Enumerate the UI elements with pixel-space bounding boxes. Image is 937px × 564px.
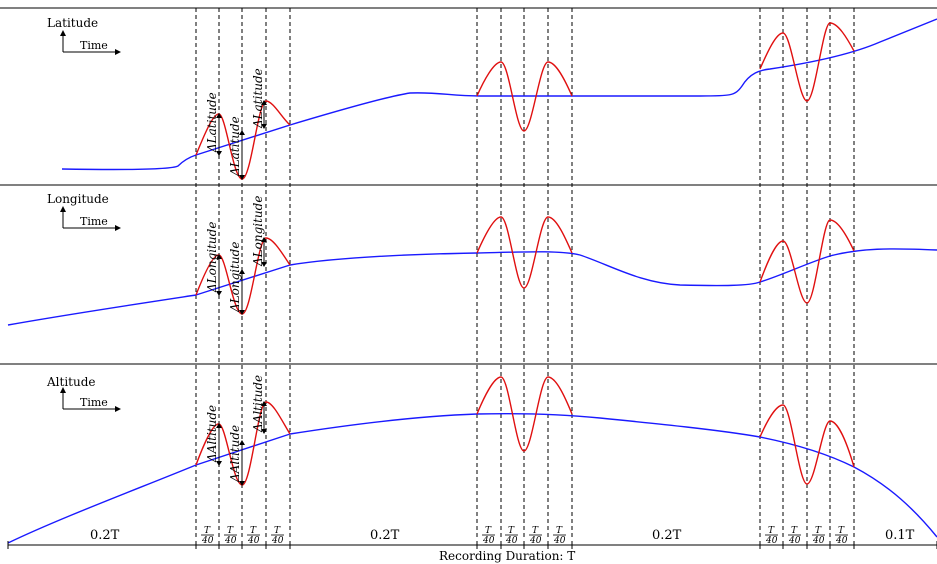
fraction-denominator: 40 — [765, 536, 778, 546]
latitude-delta-markers — [216, 100, 267, 180]
fraction-numerator: T — [485, 526, 492, 536]
fraction-numerator: T — [274, 526, 281, 536]
latitude-perturbation-2 — [476, 61, 573, 132]
fraction-numerator: T — [508, 526, 515, 536]
fraction-denominator: 40 — [505, 536, 518, 546]
altitude-delta-label-1: ΔAltitude — [205, 405, 219, 463]
fraction-labels-group-1: T 40 T 40 T 40 T 40 — [201, 526, 284, 546]
longitude-panel-title: Longitude — [47, 192, 109, 206]
latitude-delta-label-2: ΔLatitude — [228, 116, 242, 177]
latitude-time-label: Time — [80, 39, 108, 52]
altitude-trajectory — [7, 412, 937, 544]
longitude-perturbation-2 — [476, 216, 573, 289]
latitude-delta-label-3: ΔLatitude — [251, 68, 265, 129]
altitude-panel: Altitude Time ΔAltitude ΔAltitude ΔAltit… — [7, 375, 937, 544]
altitude-perturbation-3 — [759, 404, 855, 485]
longitude-delta-markers — [216, 237, 267, 315]
fraction-denominator: 40 — [788, 536, 801, 546]
latitude-delta-label-1: ΔLatitude — [205, 92, 219, 153]
fraction-denominator: 40 — [482, 536, 495, 546]
fraction-denominator: 40 — [529, 536, 542, 546]
segment-label-2: 0.2T — [370, 528, 400, 543]
fraction-denominator: 40 — [201, 536, 214, 546]
altitude-panel-title: Altitude — [46, 375, 96, 389]
altitude-time-axis-icon — [60, 387, 121, 412]
segment-label-1: 0.2T — [90, 528, 120, 543]
longitude-time-axis-icon — [60, 206, 121, 231]
longitude-trajectory — [7, 248, 937, 326]
longitude-panel: Longitude Time ΔLongitude ΔLongitude ΔLo… — [7, 192, 937, 326]
fraction-labels-group-2: T 40 T 40 T 40 T 40 — [482, 526, 566, 546]
latitude-panel-title: Latitude — [47, 16, 98, 30]
fraction-denominator: 40 — [271, 536, 284, 546]
fraction-denominator: 40 — [247, 536, 260, 546]
fraction-numerator: T — [250, 526, 257, 536]
fraction-denominator: 40 — [835, 536, 848, 546]
segment-label-4: 0.1T — [885, 528, 915, 543]
fraction-numerator: T — [815, 526, 822, 536]
fraction-numerator: T — [768, 526, 775, 536]
fraction-numerator: T — [791, 526, 798, 536]
timeline: 0.2T 0.2T 0.2T 0.1T T 40 T 40 T 40 T 40 … — [7, 526, 937, 563]
segment-label-3: 0.2T — [652, 528, 682, 543]
longitude-delta-label-2: ΔLongitude — [228, 242, 242, 313]
latitude-perturbation-3 — [759, 22, 855, 102]
longitude-delta-label-3: ΔLongitude — [251, 196, 265, 267]
latitude-time-axis-icon — [60, 30, 121, 55]
latitude-trajectory — [61, 18, 937, 171]
fraction-numerator: T — [227, 526, 234, 536]
fraction-labels-group-3: T 40 T 40 T 40 T 40 — [765, 526, 848, 546]
longitude-delta-label-1: ΔLongitude — [205, 222, 219, 293]
fraction-numerator: T — [556, 526, 563, 536]
fraction-numerator: T — [204, 526, 211, 536]
longitude-perturbation-3 — [759, 219, 855, 304]
fraction-numerator: T — [532, 526, 539, 536]
altitude-perturbation-2 — [476, 376, 573, 452]
altitude-time-label: Time — [80, 396, 108, 409]
recording-duration-label: Recording Duration: T — [439, 549, 575, 563]
fraction-numerator: T — [838, 526, 845, 536]
altitude-delta-label-3: ΔAltitude — [251, 375, 265, 433]
longitude-time-label: Time — [80, 215, 108, 228]
dashed-guides — [195, 8, 855, 540]
fraction-denominator: 40 — [553, 536, 566, 546]
latitude-panel: Latitude Time ΔLatitude ΔLatitude ΔLatit… — [47, 16, 937, 180]
altitude-delta-markers — [216, 401, 267, 486]
fraction-denominator: 40 — [224, 536, 237, 546]
altitude-delta-label-2: ΔAltitude — [228, 425, 242, 483]
fraction-denominator: 40 — [812, 536, 825, 546]
